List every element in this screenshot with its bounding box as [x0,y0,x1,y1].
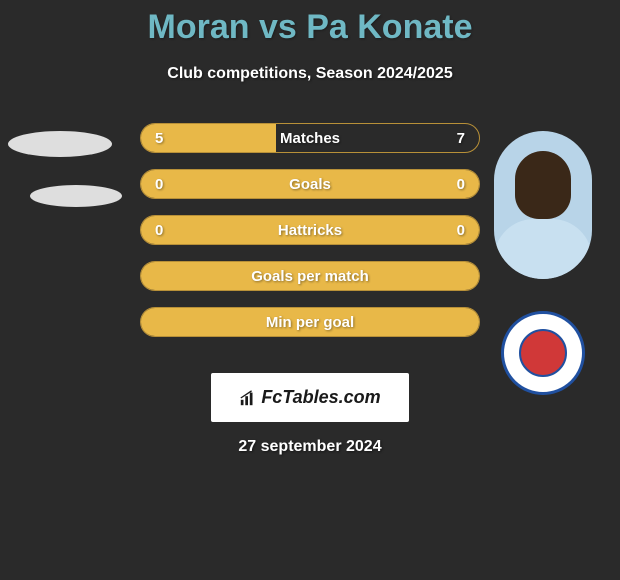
chart-icon [239,389,257,407]
stat-label: Goals per match [251,268,369,285]
logo-box: FcTables.com [211,373,408,422]
badge-inner [519,329,567,377]
right-player-column [494,131,592,279]
stat-value-left: 5 [155,130,163,147]
stat-label: Hattricks [278,222,342,239]
stat-value-left: 0 [155,176,163,193]
stat-value-right: 0 [457,176,465,193]
comparison-card: Moran vs Pa Konate Club competitions, Se… [0,0,620,456]
player-head-shape [515,151,571,219]
stat-bar-hattricks: 0 Hattricks 0 [140,215,480,245]
date: 27 september 2024 [0,438,620,456]
placeholder-ellipse [8,131,112,157]
logo-text: FcTables.com [261,387,380,408]
stat-label: Matches [280,130,340,147]
stat-bar-min-per-goal: Min per goal [140,307,480,337]
stat-bars: 5 Matches 7 0 Goals 0 0 Hattricks 0 Goal… [140,123,480,337]
stat-bar-matches: 5 Matches 7 [140,123,480,153]
stat-value-right: 0 [457,222,465,239]
stat-label: Goals [289,176,331,193]
player-body-shape [494,219,592,279]
club-badge [501,311,585,395]
stat-bar-goals-per-match: Goals per match [140,261,480,291]
placeholder-ellipse [30,185,122,207]
stats-area: 5 Matches 7 0 Goals 0 0 Hattricks 0 Goal… [0,123,620,337]
player-photo [494,131,592,279]
subtitle: Club competitions, Season 2024/2025 [0,65,620,83]
stat-bar-goals: 0 Goals 0 [140,169,480,199]
stat-value-left: 0 [155,222,163,239]
logo: FcTables.com [239,387,380,408]
page-title: Moran vs Pa Konate [0,0,620,47]
stat-value-right: 7 [457,130,465,147]
stat-label: Min per goal [266,314,354,331]
